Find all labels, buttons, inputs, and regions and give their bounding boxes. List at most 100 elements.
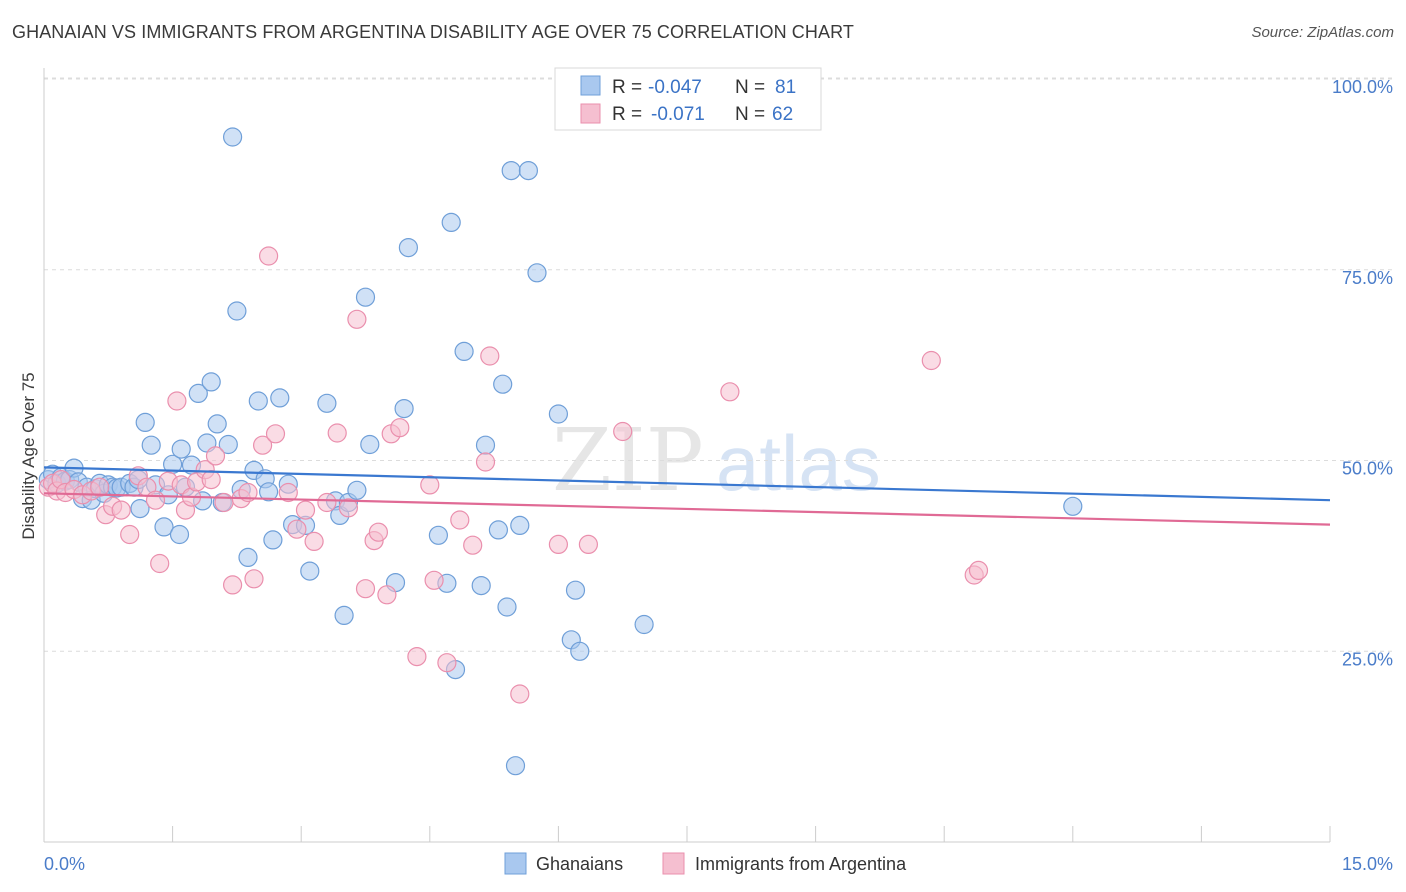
argentina-point bbox=[424, 570, 444, 590]
tick-labels: 25.0% 50.0% 75.0% 100.0% 0.0% 15.0% bbox=[44, 77, 1393, 874]
y-tick-label-50: 50.0% bbox=[1342, 459, 1393, 479]
y-axis-label: Disability Age Over 75 bbox=[19, 372, 38, 539]
bottom-legend-swatch-blue bbox=[504, 852, 527, 875]
legend-n-value-2: 62 bbox=[772, 104, 793, 125]
ghanaians-point bbox=[475, 435, 496, 455]
legend-n-label-1: N = bbox=[735, 77, 765, 98]
argentina-point bbox=[338, 498, 358, 518]
ghanaians-point bbox=[238, 547, 258, 568]
ghanaians-point bbox=[471, 575, 491, 596]
ghanaians-point bbox=[270, 388, 290, 408]
argentina-point bbox=[238, 482, 258, 503]
ghanaians-point bbox=[454, 341, 474, 361]
argentina-point bbox=[244, 569, 264, 589]
argentina-point bbox=[259, 246, 279, 266]
ghanaians-point bbox=[141, 435, 161, 455]
y-tick-label-100: 100.0% bbox=[1332, 77, 1393, 97]
argentina-point bbox=[613, 421, 633, 442]
ghanaians-point bbox=[355, 287, 376, 307]
argentina-point bbox=[150, 553, 170, 574]
ghanaians-point bbox=[497, 597, 517, 617]
argentina-point bbox=[167, 391, 187, 411]
argentina-point bbox=[111, 500, 131, 520]
ghanaians-point bbox=[565, 580, 586, 600]
argentina-point bbox=[437, 653, 457, 673]
ghanaians-point bbox=[501, 161, 521, 181]
bottom-legend: Ghanaians Immigrants from Argentina bbox=[504, 852, 907, 875]
legend-n-value-1: 81 bbox=[775, 77, 796, 98]
ghanaians-point bbox=[169, 524, 190, 545]
argentina-point bbox=[510, 684, 530, 704]
ghanaians-point bbox=[154, 517, 174, 537]
x-tick-label-max: 15.0% bbox=[1342, 854, 1393, 874]
argentina-point bbox=[475, 452, 496, 472]
ghanaians-point bbox=[300, 561, 320, 581]
ghanaians-point bbox=[227, 301, 247, 321]
chart-title: GHANAIAN VS IMMIGRANTS FROM ARGENTINA DI… bbox=[12, 22, 854, 42]
argentina-point bbox=[265, 424, 286, 444]
trend-lines bbox=[43, 466, 1331, 526]
argentina-point bbox=[145, 490, 166, 510]
argentina-point bbox=[968, 560, 989, 581]
ghanaians-point bbox=[570, 641, 590, 661]
ghanaians-point bbox=[130, 499, 150, 519]
y-tick-label-75: 75.0% bbox=[1342, 268, 1393, 288]
y-tick-label-25: 25.0% bbox=[1342, 649, 1393, 669]
ghanaians-trend-line bbox=[43, 466, 1331, 502]
argentina-point bbox=[295, 500, 316, 520]
argentina-point bbox=[253, 435, 273, 455]
argentina-points bbox=[38, 246, 989, 704]
ghanaians-point bbox=[207, 414, 227, 434]
ghanaians-point bbox=[548, 404, 569, 424]
ghanaians-point bbox=[218, 434, 238, 455]
ghanaians-point bbox=[334, 605, 354, 626]
ghanaians-point bbox=[394, 399, 414, 419]
bottom-legend-swatch-pink bbox=[662, 852, 685, 875]
argentina-point bbox=[463, 535, 483, 555]
ghanaians-point bbox=[398, 238, 418, 258]
argentina-point bbox=[317, 492, 337, 513]
legend-n-label-2: N = bbox=[735, 104, 765, 125]
argentina-point bbox=[355, 579, 376, 599]
argentina-point bbox=[407, 646, 427, 667]
argentina-point bbox=[420, 475, 440, 495]
bottom-legend-label-ghanaians: Ghanaians bbox=[536, 854, 623, 874]
argentina-point bbox=[201, 470, 221, 490]
source-label: Source: ZipAtlas.com bbox=[1251, 24, 1394, 41]
ghanaians-point bbox=[634, 614, 654, 635]
ghanaians-point bbox=[1063, 496, 1083, 516]
argentina-point bbox=[223, 575, 243, 595]
argentina-point bbox=[450, 510, 470, 530]
ghanaians-point bbox=[441, 212, 461, 232]
argentina-point bbox=[214, 492, 234, 513]
ghanaians-point bbox=[201, 372, 221, 392]
ghanaians-point bbox=[223, 127, 243, 147]
watermark-atlas: atlas bbox=[716, 419, 881, 507]
argentina-point bbox=[368, 522, 388, 542]
legend-r-label-2: R = bbox=[612, 104, 642, 125]
axes bbox=[43, 68, 1331, 843]
ghanaians-point bbox=[527, 263, 547, 283]
ghanaians-point bbox=[259, 482, 279, 502]
legend-r-value-2: -0.071 bbox=[651, 104, 705, 125]
argentina-trend-line bbox=[43, 492, 1331, 526]
ghanaians-point bbox=[518, 161, 539, 181]
legend-r-value-1: -0.047 bbox=[648, 77, 702, 98]
ghanaians-point bbox=[488, 520, 508, 540]
ghanaians-point bbox=[171, 439, 191, 459]
legend-box: R = -0.047 N = 81 R = -0.071 N = 62 bbox=[554, 67, 822, 131]
legend-swatch-blue bbox=[580, 75, 601, 96]
argentina-point bbox=[120, 524, 140, 545]
argentina-point bbox=[548, 534, 569, 555]
argentina-point bbox=[480, 346, 500, 366]
ghanaians-point bbox=[428, 525, 448, 545]
argentina-point bbox=[377, 585, 397, 605]
x-tick-label-min: 0.0% bbox=[44, 854, 85, 874]
argentina-point bbox=[347, 309, 367, 329]
argentina-point bbox=[287, 519, 307, 539]
ghanaians-point bbox=[360, 434, 380, 455]
argentina-point bbox=[205, 446, 226, 466]
argentina-point bbox=[90, 477, 110, 497]
argentina-point bbox=[720, 382, 740, 402]
